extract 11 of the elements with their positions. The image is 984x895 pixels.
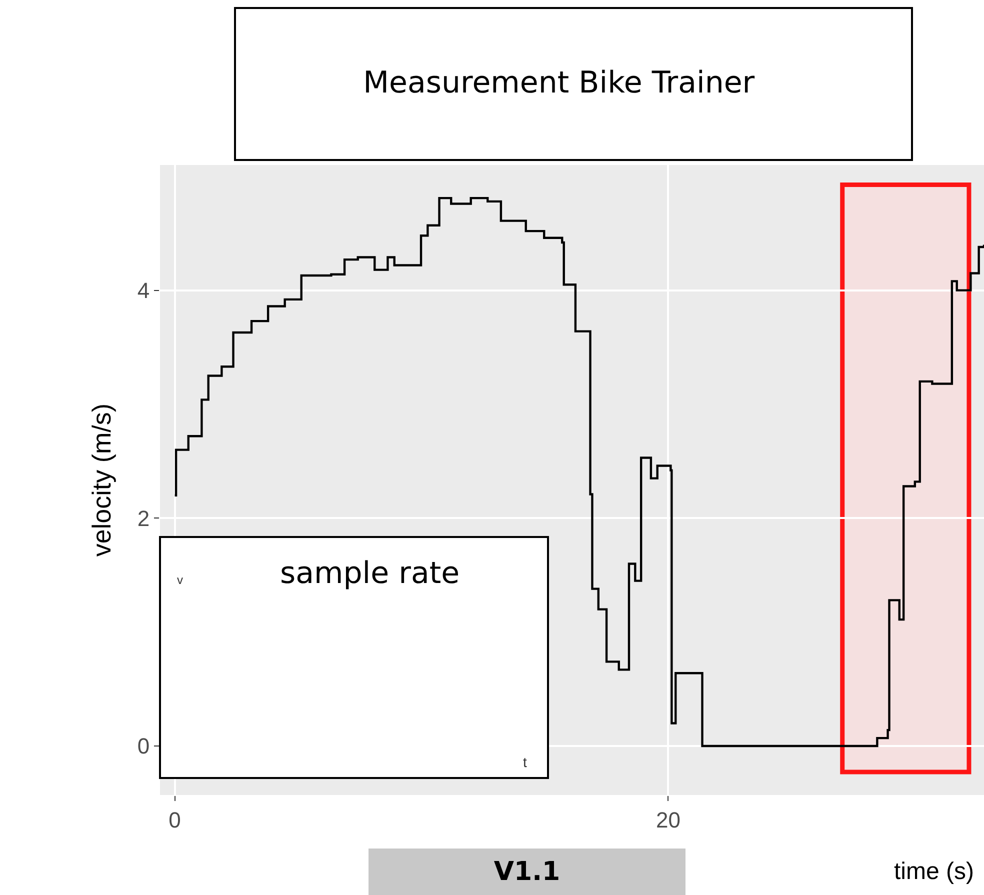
chart-title: Measurement Bike Trainer: [363, 66, 756, 100]
x-tick-label: 20: [656, 807, 680, 832]
y-tick-label: 2: [137, 506, 150, 531]
annotation: t: [523, 754, 527, 770]
y-tick-label: 0: [137, 734, 150, 759]
y-axis-title: velocity (m/s): [86, 403, 117, 557]
annotation: sample rate: [280, 556, 460, 591]
annotation: v: [177, 573, 183, 587]
x-axis-title: time (s): [894, 858, 974, 885]
text: V1.1: [494, 857, 560, 887]
y-tick-label: 4: [137, 278, 150, 304]
